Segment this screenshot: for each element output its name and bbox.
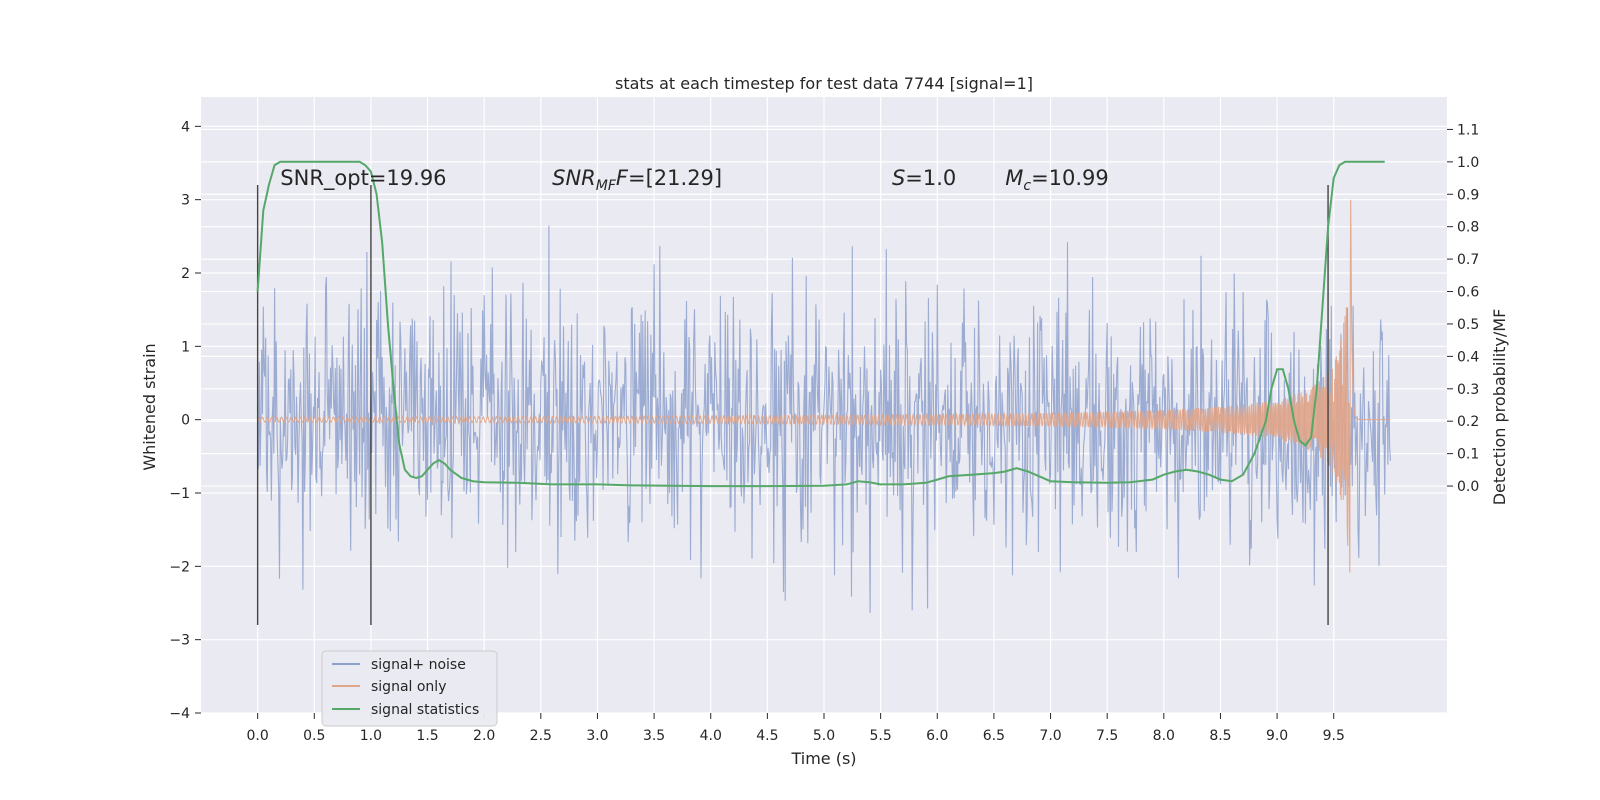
y-right-tick-label: 0.5 xyxy=(1457,317,1479,333)
x-tick-label: 1.5 xyxy=(416,728,438,744)
y-tick-label: 3 xyxy=(181,193,190,209)
annotation-part: S xyxy=(892,166,905,190)
signal-statistics-line xyxy=(256,160,1385,488)
x-tick-label: 7.0 xyxy=(1039,728,1061,744)
y-tick-label: −1 xyxy=(169,486,190,502)
legend: signal+ noise signal only signal statist… xyxy=(321,650,498,727)
y-tick-label: 0 xyxy=(181,413,190,429)
annotations: SNR_opt=19.96 SNRMFF=[21.29] S=1.0 Mc=10.99 xyxy=(280,166,1108,194)
legend-label-signal-only: signal only xyxy=(371,679,446,695)
x-tick-label: 0.5 xyxy=(303,728,325,744)
chart-title: stats at each timestep for test data 774… xyxy=(615,74,1033,93)
annotation-part: c xyxy=(1023,178,1031,194)
y-axis-ticks: −4 −3 −2 −1 0 1 2 3 4 xyxy=(169,119,201,722)
y-right-tick-label: 0.6 xyxy=(1457,285,1479,301)
x-tick-label: 2.5 xyxy=(530,728,552,744)
x-tick-label: 9.0 xyxy=(1266,728,1288,744)
x-tick-label: 3.5 xyxy=(643,728,665,744)
y-tick-label: 4 xyxy=(181,119,190,135)
annotation-part: =10.99 xyxy=(1031,166,1109,190)
annotation-text: SNRMFF=[21.29] xyxy=(552,166,722,194)
y-right-tick-label: 0.9 xyxy=(1457,187,1479,203)
x-tick-label: 8.5 xyxy=(1209,728,1231,744)
signal-only-line xyxy=(257,199,1391,573)
legend-label-signal-noise: signal+ noise xyxy=(371,657,466,673)
annotation-part: =1.0 xyxy=(905,166,956,190)
y-tick-label: 2 xyxy=(181,266,190,282)
annotation-text: Mc=10.99 xyxy=(1005,166,1109,194)
x-tick-label: 2.0 xyxy=(473,728,495,744)
annotation-part: F xyxy=(616,166,629,190)
y-tick-label: −4 xyxy=(169,706,190,722)
y-right-tick-label: 0.0 xyxy=(1457,479,1479,495)
y-axis-right-ticks: 0.0 0.1 0.2 0.3 0.4 0.5 0.6 0.7 0.8 0.9 1.0 1.1 xyxy=(1447,122,1479,495)
x-tick-label: 6.0 xyxy=(926,728,948,744)
x-tick-label: 1.0 xyxy=(360,728,382,744)
annotation-part: SNR_opt=19.96 xyxy=(280,166,446,191)
legend-frame xyxy=(321,650,498,727)
signal-noise-line xyxy=(257,225,1391,613)
x-tick-label: 6.5 xyxy=(983,728,1005,744)
annotation-part: M xyxy=(1005,166,1023,190)
y-right-tick-label: 0.8 xyxy=(1457,220,1479,236)
y-right-tick-label: 1.0 xyxy=(1457,155,1479,171)
y-right-tick-label: 1.1 xyxy=(1457,122,1479,138)
x-tick-label: 7.5 xyxy=(1096,728,1118,744)
x-tick-label: 5.5 xyxy=(870,728,892,744)
series-signal-statistics xyxy=(256,160,1385,488)
x-axis-label: Time (s) xyxy=(790,749,856,768)
x-tick-label: 4.0 xyxy=(700,728,722,744)
annotation-part: MF xyxy=(596,178,617,194)
y-tick-label: −3 xyxy=(169,633,190,649)
annotation-part: =[21.29] xyxy=(628,166,722,190)
x-tick-label: 5.0 xyxy=(813,728,835,744)
y-right-tick-label: 0.2 xyxy=(1457,414,1479,430)
x-tick-label: 9.5 xyxy=(1323,728,1345,744)
x-tick-label: 4.5 xyxy=(756,728,778,744)
x-axis-ticks: 0.0 0.5 1.0 1.5 2.0 2.5 3.0 3.5 4.0 4.5 5.0 5.5 6.0 6… xyxy=(247,713,1345,744)
x-tick-label: 0.0 xyxy=(247,728,269,744)
series-signal-only xyxy=(257,199,1391,573)
x-tick-label: 3.0 xyxy=(586,728,608,744)
annotation-text: S=1.0 xyxy=(892,166,956,190)
y-axis-right-label: Detection probability/MF xyxy=(1490,309,1509,506)
vertical-markers xyxy=(256,185,1329,625)
y-right-tick-label: 0.7 xyxy=(1457,252,1479,268)
annotation-part: SNR xyxy=(552,166,596,190)
y-right-tick-label: 0.3 xyxy=(1457,382,1479,398)
y-tick-label: −2 xyxy=(169,559,190,575)
y-right-tick-label: 0.4 xyxy=(1457,349,1479,365)
y-axis-label: Whitened strain xyxy=(140,343,159,470)
legend-label-signal-statistics: signal statistics xyxy=(371,702,479,718)
y-right-tick-label: 0.1 xyxy=(1457,447,1479,463)
y-tick-label: 1 xyxy=(181,339,190,355)
series-signal-noise xyxy=(257,225,1391,613)
annotation-text: SNR_opt=19.96 xyxy=(280,166,446,191)
x-tick-label: 8.0 xyxy=(1153,728,1175,744)
